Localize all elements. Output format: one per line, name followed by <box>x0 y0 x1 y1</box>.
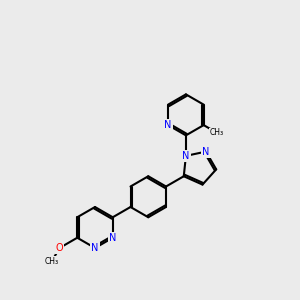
Text: N: N <box>202 147 210 157</box>
Text: N: N <box>91 243 99 253</box>
Text: N: N <box>109 233 116 243</box>
Text: CH₃: CH₃ <box>210 128 224 137</box>
Text: N: N <box>182 151 190 161</box>
Text: O: O <box>56 243 63 253</box>
Text: CH₃: CH₃ <box>45 257 59 266</box>
Text: N: N <box>164 120 172 130</box>
